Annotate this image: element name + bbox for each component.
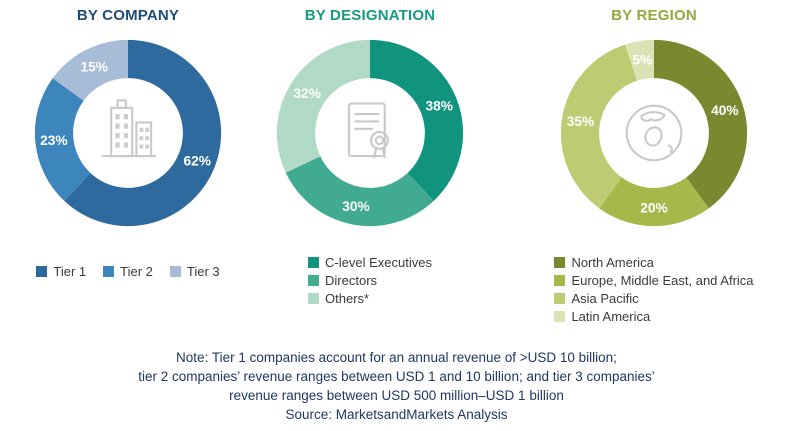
note-line: Note: Tier 1 companies account for an an… <box>176 350 617 365</box>
legend-label: Tier 1 <box>53 264 87 279</box>
donut-segment-europe-middle-east-and-africa <box>599 177 709 227</box>
legend-item: Tier 1 <box>36 264 86 279</box>
company-chart-title: BY COMPANY <box>76 7 180 24</box>
legend-item: Tier 2 <box>103 264 153 279</box>
legend-label: North America <box>571 255 654 270</box>
legend-swatch <box>308 257 320 268</box>
legend-swatch <box>36 266 48 277</box>
legend-swatch <box>308 275 320 286</box>
building-icon <box>101 99 157 158</box>
note-line: revenue ranges between USD 500 million–U… <box>229 388 564 403</box>
donut-segment-c-level-executives <box>370 39 464 201</box>
donut-segment-tier-3 <box>52 39 128 101</box>
legend-swatch <box>554 257 566 268</box>
chart-note: Note: Tier 1 companies account for an an… <box>0 348 793 424</box>
legend-swatch <box>554 293 566 304</box>
legend-swatch <box>554 275 566 286</box>
company-donut-wrap: 62% 23% 15% <box>30 35 226 231</box>
donut-segment-tier-2 <box>34 78 91 201</box>
designation-donut-wrap: 38% 30% 32% <box>272 35 468 231</box>
legend-item: Directors <box>308 273 377 288</box>
legend-label: Tier 3 <box>186 264 220 279</box>
region-donut-chart: 40% 20% 35% 5% <box>560 39 748 227</box>
region-chart-section: BY REGION 40% 20% 35% 5% North America Europ… <box>523 0 785 324</box>
legend-label: Asia Pacific <box>571 291 639 306</box>
segment-value-label: 32% <box>293 86 320 101</box>
segment-value-label: 20% <box>640 200 667 215</box>
legend-item: Europe, Middle East, and Africa <box>554 273 754 288</box>
segment-value-label: 35% <box>567 114 594 129</box>
company-legend: Tier 1 Tier 2 Tier 3 <box>36 264 220 279</box>
company-donut-chart: 62% 23% 15% <box>34 39 222 227</box>
legend-swatch <box>169 266 181 277</box>
segment-value-label: 23% <box>40 133 67 148</box>
legend-label: Latin America <box>571 309 651 324</box>
company-chart-section: BY COMPANY 62% 23% 15% <box>8 0 248 279</box>
region-chart-title: BY REGION <box>611 7 697 24</box>
donut-segment-others- <box>276 39 370 173</box>
segment-value-label: 15% <box>80 60 107 75</box>
legend-item: C-level Executives <box>308 255 432 270</box>
legend-label: Directors <box>325 273 378 288</box>
segment-value-label: 30% <box>342 199 369 214</box>
legend-item: Others* <box>308 291 369 306</box>
segment-value-label: 5% <box>632 52 652 67</box>
segment-value-label: 62% <box>184 153 211 168</box>
legend-swatch <box>103 266 115 277</box>
certificate-icon <box>347 102 389 159</box>
legend-label: Tier 2 <box>120 264 153 279</box>
legend-label: Others* <box>325 291 370 306</box>
legend-item: North America <box>554 255 654 270</box>
donut-segment-tier-1 <box>64 39 222 227</box>
region-donut-wrap: 40% 20% 35% 5% <box>556 35 752 231</box>
legend-item: Latin America <box>554 309 650 324</box>
legend-label: C-level Executives <box>325 255 432 270</box>
designation-chart-title: BY DESIGNATION <box>304 7 436 24</box>
donut-segment-north-america <box>654 39 748 209</box>
legend-label: Europe, Middle East, and Africa <box>571 273 754 288</box>
note-line: tier 2 companies’ revenue ranges between… <box>138 369 655 384</box>
legend-swatch <box>554 311 566 322</box>
segment-value-label: 40% <box>711 103 738 118</box>
legend-item: Tier 3 <box>169 264 220 279</box>
globe-icon <box>625 104 683 162</box>
designation-legend: C-level Executives Directors Others* <box>308 255 432 306</box>
segment-value-label: 38% <box>426 98 453 113</box>
donut-segment-asia-pacific <box>560 44 638 209</box>
donut-segment-latin-america <box>625 39 654 81</box>
legend-item: Asia Pacific <box>554 291 639 306</box>
designation-chart-section: BY DESIGNATION 38% 30% 32% C-level Executi… <box>250 0 490 306</box>
region-legend: North America Europe, Middle East, and Af… <box>554 255 754 324</box>
donut-segment-directors <box>285 156 434 227</box>
legend-swatch <box>308 293 320 304</box>
source-line: Source: MarketsandMarkets Analysis <box>285 407 508 422</box>
designation-donut-chart: 38% 30% 32% <box>276 39 464 227</box>
